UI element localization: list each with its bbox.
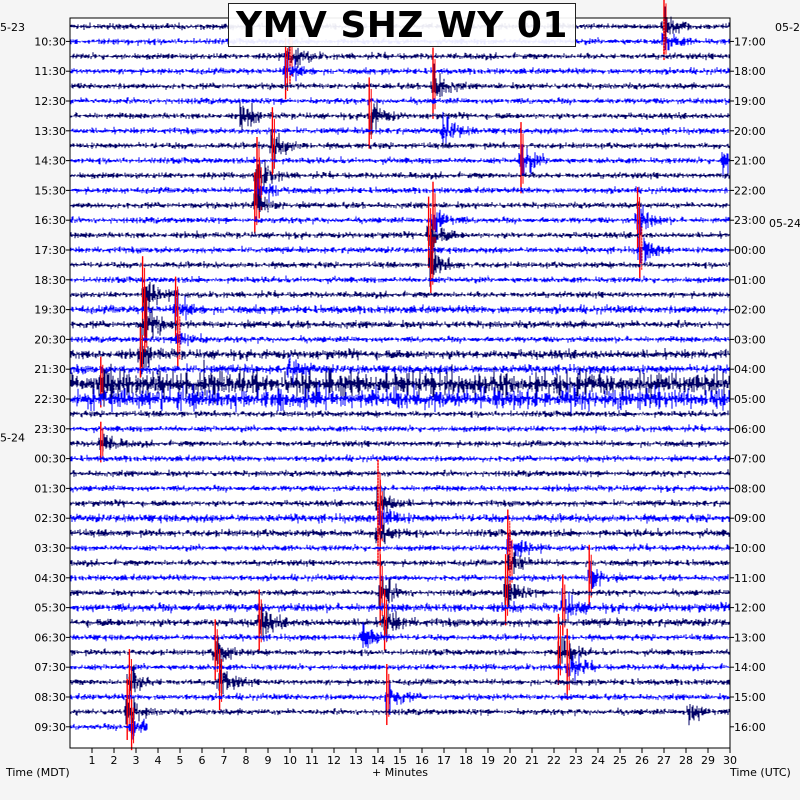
- left-time-label-20: 06:30: [34, 631, 66, 644]
- left-time-label-23: 09:30: [34, 721, 66, 734]
- x-tick-label-30: 30: [723, 754, 737, 767]
- x-tick-label-17: 17: [437, 754, 451, 767]
- x-tick-label-8: 8: [243, 754, 250, 767]
- right-time-label-15: 08:00: [734, 482, 766, 495]
- x-axis-caption: + Minutes: [372, 766, 429, 779]
- right-time-label-4: 21:00: [734, 155, 766, 168]
- left-time-label-3: 13:30: [34, 125, 66, 138]
- x-tick-label-21: 21: [525, 754, 539, 767]
- left-date-label-1: 05-24: [0, 432, 25, 445]
- left-time-label-1: 11:30: [34, 65, 66, 78]
- right-time-label-10: 03:00: [734, 333, 766, 346]
- left-time-label-17: 03:30: [34, 542, 66, 555]
- x-tick-label-19: 19: [481, 754, 495, 767]
- x-tick-label-29: 29: [701, 754, 715, 767]
- right-time-label-18: 11:00: [734, 572, 766, 585]
- x-tick-label-13: 13: [349, 754, 363, 767]
- x-tick-label-28: 28: [679, 754, 693, 767]
- left-time-label-8: 18:30: [34, 274, 66, 287]
- left-time-label-19: 05:30: [34, 602, 66, 615]
- x-tick-label-26: 26: [635, 754, 649, 767]
- right-time-label-1: 18:00: [734, 65, 766, 78]
- left-time-label-22: 08:30: [34, 691, 66, 704]
- left-time-label-13: 23:30: [34, 423, 66, 436]
- x-tick-label-20: 20: [503, 754, 517, 767]
- right-time-label-14: 07:00: [734, 453, 766, 466]
- label-group: 1 2 3 4 5 6 7 8 9 10 11 12 13 14 15 16 17 18 19 20 21 22 23 24 2…: [0, 21, 800, 767]
- x-tick-label-23: 23: [569, 754, 583, 767]
- x-tick-label-18: 18: [459, 754, 473, 767]
- x-tick-label-24: 24: [591, 754, 605, 767]
- tick-group: [66, 40, 734, 753]
- left-time-label-18: 04:30: [34, 572, 66, 585]
- x-tick-label-14: 14: [371, 754, 385, 767]
- x-tick-label-2: 2: [111, 754, 118, 767]
- x-tick-label-25: 25: [613, 754, 627, 767]
- right-time-label-8: 01:00: [734, 274, 766, 287]
- right-time-label-22: 15:00: [734, 691, 766, 704]
- x-tick-label-7: 7: [221, 754, 228, 767]
- left-time-label-15: 01:30: [34, 482, 66, 495]
- right-time-label-11: 04:00: [734, 363, 766, 376]
- right-time-label-0: 17:00: [734, 35, 766, 48]
- x-tick-label-5: 5: [177, 754, 184, 767]
- left-time-label-4: 14:30: [34, 155, 66, 168]
- right-date-label-1: 05-24: [769, 217, 800, 230]
- right-time-label-17: 10:00: [734, 542, 766, 555]
- left-time-label-6: 16:30: [34, 214, 66, 227]
- left-date-label-0: 05-23: [0, 21, 25, 34]
- left-time-label-14: 00:30: [34, 453, 66, 466]
- right-time-label-12: 05:00: [734, 393, 766, 406]
- x-tick-label-6: 6: [199, 754, 206, 767]
- right-axis-caption: Time (UTC): [730, 766, 791, 779]
- left-time-label-2: 12:30: [34, 95, 66, 108]
- x-tick-label-4: 4: [155, 754, 162, 767]
- x-tick-label-27: 27: [657, 754, 671, 767]
- left-time-label-0: 10:30: [34, 35, 66, 48]
- chart-title: YMV SHZ WY 01: [236, 4, 568, 46]
- title-box: YMV SHZ WY 01: [228, 3, 576, 47]
- right-time-label-9: 02:00: [734, 304, 766, 317]
- left-time-label-21: 07:30: [34, 661, 66, 674]
- right-time-label-13: 06:00: [734, 423, 766, 436]
- right-time-label-2: 19:00: [734, 95, 766, 108]
- left-axis-caption: Time (MDT): [6, 766, 70, 779]
- x-tick-label-10: 10: [283, 754, 297, 767]
- x-tick-label-3: 3: [133, 754, 140, 767]
- right-time-label-7: 00:00: [734, 244, 766, 257]
- right-time-label-19: 12:00: [734, 602, 766, 615]
- x-tick-label-12: 12: [327, 754, 341, 767]
- right-time-label-3: 20:00: [734, 125, 766, 138]
- right-time-label-5: 22:00: [734, 184, 766, 197]
- left-time-label-5: 15:30: [34, 184, 66, 197]
- right-time-label-20: 13:00: [734, 631, 766, 644]
- x-tick-label-15: 15: [393, 754, 407, 767]
- x-tick-label-9: 9: [265, 754, 272, 767]
- x-tick-label-16: 16: [415, 754, 429, 767]
- x-tick-label-22: 22: [547, 754, 561, 767]
- left-time-label-12: 22:30: [34, 393, 66, 406]
- right-time-label-6: 23:00: [734, 214, 766, 227]
- x-tick-label-1: 1: [89, 754, 96, 767]
- left-time-label-7: 17:30: [34, 244, 66, 257]
- x-tick-label-11: 11: [305, 754, 319, 767]
- right-time-label-23: 16:00: [734, 721, 766, 734]
- right-time-label-16: 09:00: [734, 512, 766, 525]
- left-time-label-10: 20:30: [34, 333, 66, 346]
- left-time-label-11: 21:30: [34, 363, 66, 376]
- right-time-label-21: 14:00: [734, 661, 766, 674]
- left-time-label-9: 19:30: [34, 304, 66, 317]
- left-time-label-16: 02:30: [34, 512, 66, 525]
- right-date-label-0: 05-23: [775, 21, 800, 34]
